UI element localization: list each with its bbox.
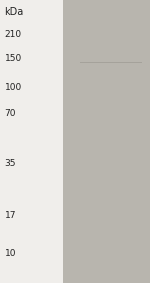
- Text: 150: 150: [4, 54, 22, 63]
- Text: 100: 100: [4, 83, 22, 93]
- Text: 210: 210: [4, 30, 22, 39]
- Text: 17: 17: [4, 211, 16, 220]
- Text: 35: 35: [4, 159, 16, 168]
- FancyBboxPatch shape: [63, 0, 150, 283]
- Text: 10: 10: [4, 249, 16, 258]
- Text: 70: 70: [4, 109, 16, 118]
- Text: kDa: kDa: [4, 7, 24, 17]
